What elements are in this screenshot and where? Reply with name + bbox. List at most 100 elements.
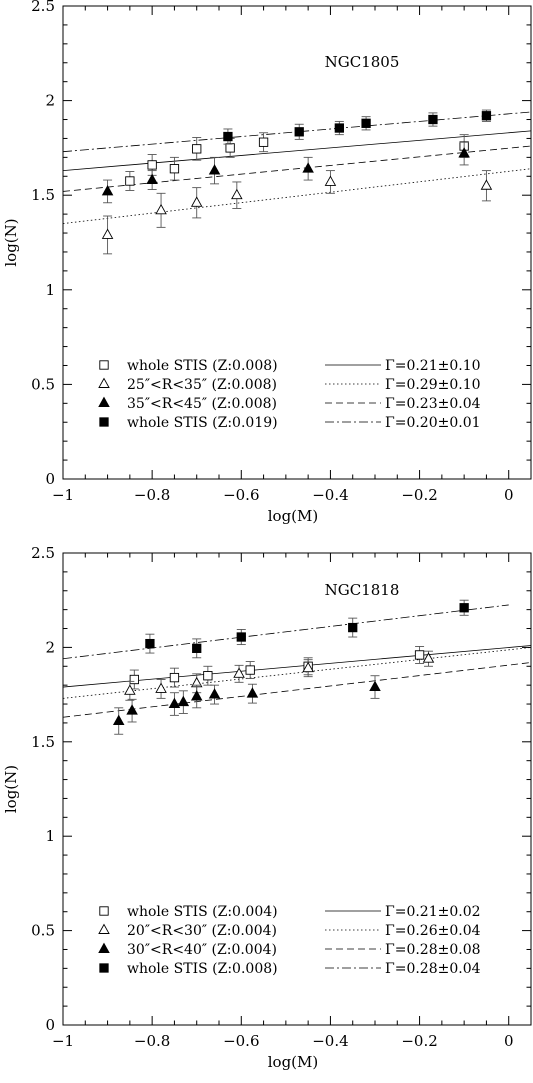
data-point bbox=[302, 661, 314, 673]
legend-marker bbox=[98, 942, 110, 953]
x-tick-label: −0.8 bbox=[134, 1032, 170, 1050]
x-tick-label: −0.8 bbox=[134, 486, 170, 504]
x-tick-label: 0 bbox=[504, 486, 514, 504]
legend-marker bbox=[99, 360, 109, 370]
fit-line-dashed bbox=[62, 145, 532, 192]
data-point bbox=[169, 672, 180, 683]
data-point bbox=[258, 137, 269, 147]
data-point bbox=[225, 143, 235, 153]
y-tick-label: 2 bbox=[45, 92, 55, 110]
x-tick-label: −0.6 bbox=[223, 1032, 259, 1050]
data-point bbox=[428, 114, 438, 125]
data-point bbox=[147, 160, 157, 170]
fit-line-solid bbox=[62, 645, 532, 688]
legend-series-label: 30″<R<40″ (Z:0.004) bbox=[127, 942, 277, 958]
data-point bbox=[369, 680, 381, 691]
data-point bbox=[414, 650, 425, 660]
y-axis-label: log(N) bbox=[2, 218, 20, 266]
legend-fit-label: Γ=0.26±0.04 bbox=[385, 923, 481, 939]
data-point bbox=[168, 697, 181, 708]
chart-title: NGC1805 bbox=[325, 53, 400, 71]
data-point bbox=[294, 127, 304, 137]
data-point bbox=[361, 118, 371, 128]
data-point bbox=[208, 688, 221, 699]
y-tick-label: 2.5 bbox=[31, 544, 55, 562]
data-point bbox=[324, 175, 337, 186]
legend-marker bbox=[98, 923, 110, 934]
y-tick-label: 1.5 bbox=[31, 733, 55, 751]
fit-line-dashed bbox=[62, 662, 532, 718]
legend-fit-label: Γ=0.23±0.04 bbox=[385, 396, 481, 412]
legend-marker bbox=[99, 417, 109, 427]
legend-fit-label: Γ=0.21±0.10 bbox=[385, 358, 481, 374]
legend-marker bbox=[98, 396, 110, 407]
data-point bbox=[334, 123, 344, 133]
data-point bbox=[458, 147, 470, 158]
y-tick-label: 1 bbox=[45, 281, 55, 299]
panel-ngc1818: −1 −0.8 −0.6 −0.4 −0.2 0 0 0.5 1 1.5 2 2.5 log(M) log… bbox=[2, 544, 532, 1071]
data-point bbox=[155, 203, 167, 215]
fit-line-dotted bbox=[62, 647, 532, 699]
data-point bbox=[246, 687, 259, 698]
chart-title: NGC1818 bbox=[325, 581, 400, 599]
legend-fit-label: Γ=0.20±0.01 bbox=[385, 415, 481, 431]
x-tick-label: 0 bbox=[504, 1032, 514, 1050]
data-point bbox=[233, 667, 245, 678]
data-point bbox=[101, 184, 114, 196]
x-tick-label: −0.2 bbox=[401, 1032, 437, 1050]
x-tick-label: −0.2 bbox=[401, 486, 437, 504]
fit-line-dotted bbox=[62, 168, 532, 224]
x-axis-label: log(M) bbox=[268, 507, 319, 525]
legend-marker bbox=[99, 906, 109, 916]
data-point bbox=[129, 674, 139, 685]
data-point bbox=[169, 164, 180, 174]
legend-marker bbox=[99, 963, 109, 973]
data-point bbox=[190, 690, 203, 701]
data-point bbox=[101, 228, 114, 239]
fit-line-dashdot bbox=[62, 604, 509, 660]
legend-series-label: whole STIS (Z:0.008) bbox=[127, 358, 278, 374]
data-point bbox=[348, 622, 358, 633]
x-axis-label: log(M) bbox=[268, 1053, 319, 1071]
data-point bbox=[125, 176, 135, 186]
y-tick-label: 1.5 bbox=[31, 186, 55, 204]
x-tick-label: −0.6 bbox=[223, 486, 259, 504]
data-point bbox=[236, 632, 246, 642]
plot-frame bbox=[62, 552, 532, 1026]
legend-fit-label: Γ=0.28±0.04 bbox=[385, 961, 481, 977]
data-point bbox=[177, 695, 190, 707]
y-tick-label: 0 bbox=[45, 470, 55, 488]
plot-frame bbox=[62, 5, 532, 480]
legend-fit-label: Γ=0.29±0.10 bbox=[385, 377, 481, 393]
x-tick-label: −1 bbox=[52, 486, 74, 504]
y-tick-label: 0.5 bbox=[31, 922, 55, 940]
data-point bbox=[190, 196, 203, 207]
legend-series-label: 35″<R<45″ (Z:0.008) bbox=[127, 396, 277, 412]
data-point bbox=[192, 643, 202, 653]
fit-line-solid bbox=[62, 130, 532, 172]
data-point bbox=[155, 682, 167, 693]
data-point bbox=[231, 188, 243, 200]
data-point bbox=[112, 714, 125, 725]
legend-series-label: 25″<R<35″ (Z:0.008) bbox=[127, 377, 277, 393]
data-point bbox=[126, 704, 138, 715]
legend-series-label: whole STIS (Z:0.004) bbox=[127, 904, 278, 920]
legend-fit-label: Γ=0.28±0.08 bbox=[385, 942, 481, 958]
data-point bbox=[146, 173, 158, 185]
data-point bbox=[223, 131, 233, 142]
y-tick-label: 0.5 bbox=[31, 375, 55, 393]
data-point bbox=[459, 603, 469, 613]
panel-ngc1805: −1 −0.8 −0.6 −0.4 −0.2 0 0 0.5 1 1.5 2 2.5 log(M) log… bbox=[2, 0, 532, 525]
data-point bbox=[481, 111, 492, 121]
x-tick-label: −0.4 bbox=[312, 486, 348, 504]
legend-marker bbox=[98, 377, 110, 388]
y-tick-label: 2 bbox=[45, 638, 55, 656]
data-point bbox=[124, 684, 136, 695]
legend-series-label: 20″<R<30″ (Z:0.004) bbox=[127, 923, 277, 939]
data-point bbox=[245, 665, 255, 675]
data-point bbox=[192, 144, 202, 154]
data-point bbox=[480, 179, 493, 190]
legend-series-label: whole STIS (Z:0.008) bbox=[127, 961, 278, 977]
data-point bbox=[203, 671, 213, 681]
